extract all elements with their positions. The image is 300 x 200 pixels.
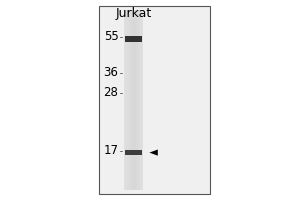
Text: 55: 55 bbox=[104, 30, 119, 44]
Text: 28: 28 bbox=[103, 86, 118, 99]
Bar bbox=[129, 10, 130, 190]
Text: 17: 17 bbox=[103, 144, 118, 158]
Bar bbox=[132, 10, 133, 190]
Text: 36: 36 bbox=[103, 66, 118, 79]
Bar bbox=[134, 10, 135, 190]
Bar bbox=[136, 10, 137, 190]
Bar bbox=[142, 10, 143, 190]
Bar bbox=[127, 10, 128, 190]
Text: Jurkat: Jurkat bbox=[116, 7, 152, 21]
Bar bbox=[124, 10, 125, 190]
Bar bbox=[125, 10, 126, 190]
Bar bbox=[133, 10, 134, 190]
Bar bbox=[125, 150, 142, 155]
Bar bbox=[125, 36, 142, 42]
Bar bbox=[141, 10, 142, 190]
Bar bbox=[139, 10, 140, 190]
Polygon shape bbox=[149, 150, 158, 156]
Bar bbox=[138, 10, 139, 190]
Bar bbox=[140, 10, 141, 190]
Bar bbox=[130, 10, 131, 190]
Bar bbox=[137, 10, 138, 190]
Bar bbox=[126, 10, 127, 190]
Bar bbox=[99, 6, 210, 194]
Bar bbox=[128, 10, 129, 190]
